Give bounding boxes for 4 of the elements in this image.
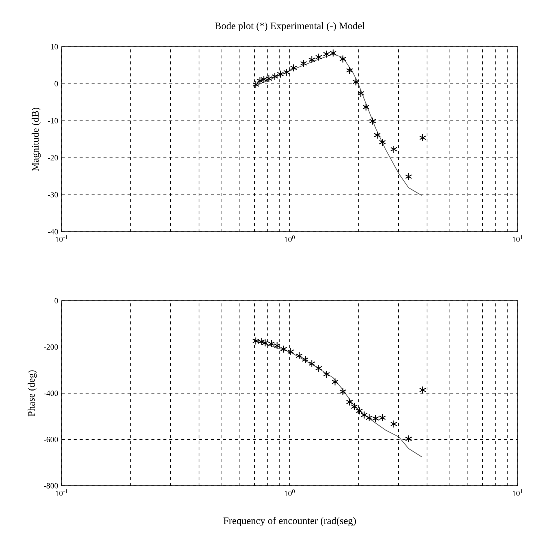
y-axis-title: Phase (deg) bbox=[28, 370, 38, 417]
chart-title: Bode plot (*) Experimental (-) Model bbox=[215, 22, 365, 32]
y-axis-title: Magnitude (dB) bbox=[32, 108, 42, 172]
x-axis-title: Frequency of encounter (rad(seg) bbox=[224, 517, 356, 526]
